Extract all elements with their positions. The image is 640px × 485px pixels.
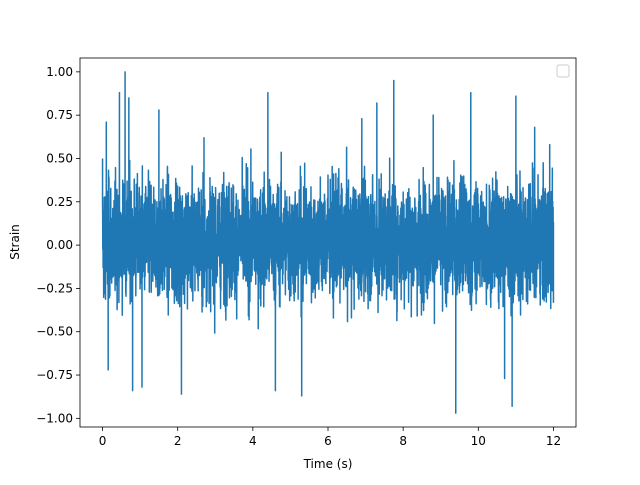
legend-box	[556, 64, 570, 78]
x-tick-label: 0	[99, 434, 107, 448]
y-tick-label: 0.50	[46, 151, 73, 165]
series-layer	[101, 71, 555, 414]
strain-series-line	[101, 71, 555, 414]
x-tick-label: 2	[174, 434, 182, 448]
y-tick-label: 0.00	[46, 238, 73, 252]
y-tick-label: −0.50	[36, 325, 73, 339]
y-tick-label: −0.75	[36, 368, 73, 382]
y-tick-label: −0.25	[36, 281, 73, 295]
x-tick-label: 4	[249, 434, 257, 448]
x-axis-label: Time (s)	[303, 457, 353, 471]
x-tick-label: 8	[399, 434, 407, 448]
y-axis-label: Strain	[8, 224, 22, 260]
y-tick-label: 0.25	[46, 195, 73, 209]
y-tick-label: 1.00	[46, 65, 73, 79]
x-tick-label: 10	[471, 434, 486, 448]
x-axis-ticks: 0 2 4 6 8 10 12	[99, 427, 561, 448]
y-tick-label: 0.75	[46, 108, 73, 122]
y-tick-label: −1.00	[36, 411, 73, 425]
x-tick-label: 6	[324, 434, 332, 448]
y-axis-ticks: −1.00 −0.75 −0.50 −0.25 0.00 0.25 0.50 0.75 1.00	[36, 65, 80, 425]
x-tick-label: 12	[546, 434, 561, 448]
